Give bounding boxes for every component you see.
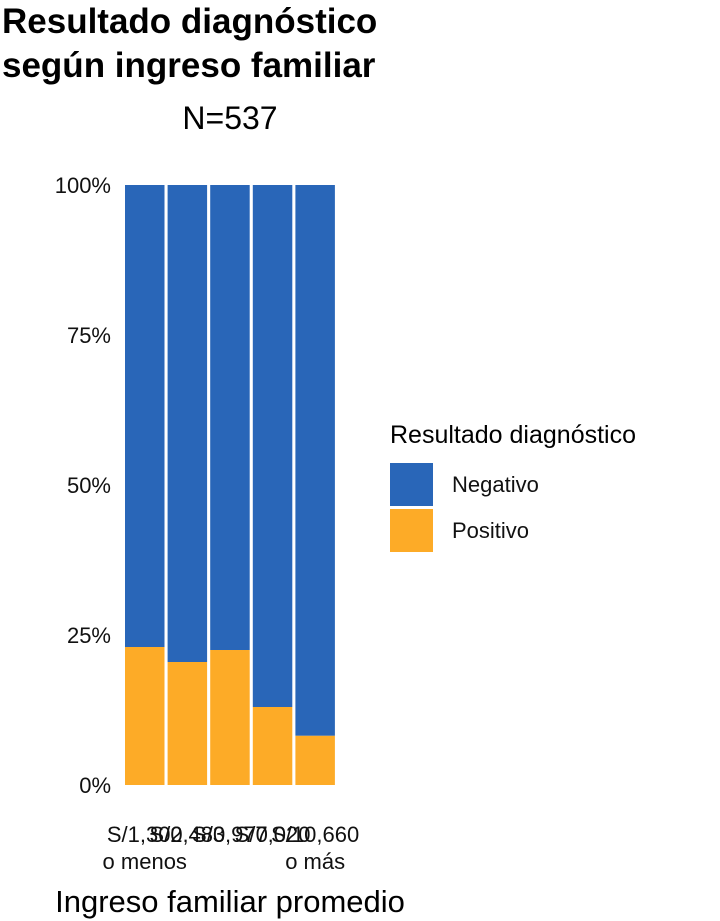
y-tick-label: 75% (67, 323, 111, 348)
bar-positivo (252, 707, 293, 785)
x-tick-label: S/1,300 (107, 822, 183, 847)
y-tick-label: 25% (67, 623, 111, 648)
bar-positivo (167, 662, 208, 785)
x-axis-label: Ingreso familiar promedio (55, 884, 405, 919)
legend-label-negativo: Negativo (452, 472, 539, 497)
title-line-2: según ingreso familiar (2, 46, 376, 85)
y-tick-label: 100% (55, 173, 111, 198)
legend-swatch-positivo (390, 509, 433, 552)
bar-negativo (210, 185, 250, 650)
bar-positivo (210, 650, 250, 785)
bar-positivo (295, 735, 335, 785)
x-tick-label: S/3,970 (192, 822, 268, 847)
x-tick-label: S/10,660 (271, 822, 359, 847)
x-tick-label: o más (285, 849, 345, 874)
title-line-1: Resultado diagnóstico (2, 2, 378, 41)
legend-title: Resultado diagnóstico (390, 421, 636, 449)
y-axis: 0% 25% 50% 75% 100% (55, 173, 111, 798)
bar-negativo (125, 185, 165, 647)
bar-positivo (125, 647, 165, 785)
chart-title: Resultado diagnóstico según ingreso fami… (2, 0, 377, 88)
x-tick-label: S/2,480 (149, 822, 225, 847)
chart-subtitle: N=537 (182, 100, 278, 136)
legend-label-positivo: Positivo (452, 518, 529, 543)
bar-negativo (167, 185, 208, 662)
y-tick-label: 50% (67, 473, 111, 498)
y-tick-label: 0% (79, 773, 111, 798)
bar-negativo (295, 185, 335, 736)
legend-swatch-negativo (390, 463, 433, 506)
bars (125, 185, 335, 785)
x-tick-label: S/7,020 (235, 822, 311, 847)
bar-negativo (252, 185, 293, 707)
x-tick-label: o menos (103, 849, 187, 874)
legend: Resultado diagnóstico Negativo Positivo (390, 421, 636, 552)
